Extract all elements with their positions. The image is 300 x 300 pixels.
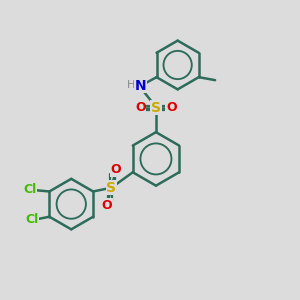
Text: S: S bbox=[151, 101, 161, 115]
Text: Cl: Cl bbox=[23, 184, 37, 196]
Text: O: O bbox=[110, 164, 121, 176]
Text: O: O bbox=[102, 199, 112, 212]
Text: H: H bbox=[127, 80, 136, 90]
Text: O: O bbox=[135, 101, 146, 114]
Text: O: O bbox=[166, 101, 177, 114]
Text: N: N bbox=[135, 79, 147, 93]
Text: S: S bbox=[106, 181, 116, 195]
Text: Cl: Cl bbox=[25, 213, 38, 226]
